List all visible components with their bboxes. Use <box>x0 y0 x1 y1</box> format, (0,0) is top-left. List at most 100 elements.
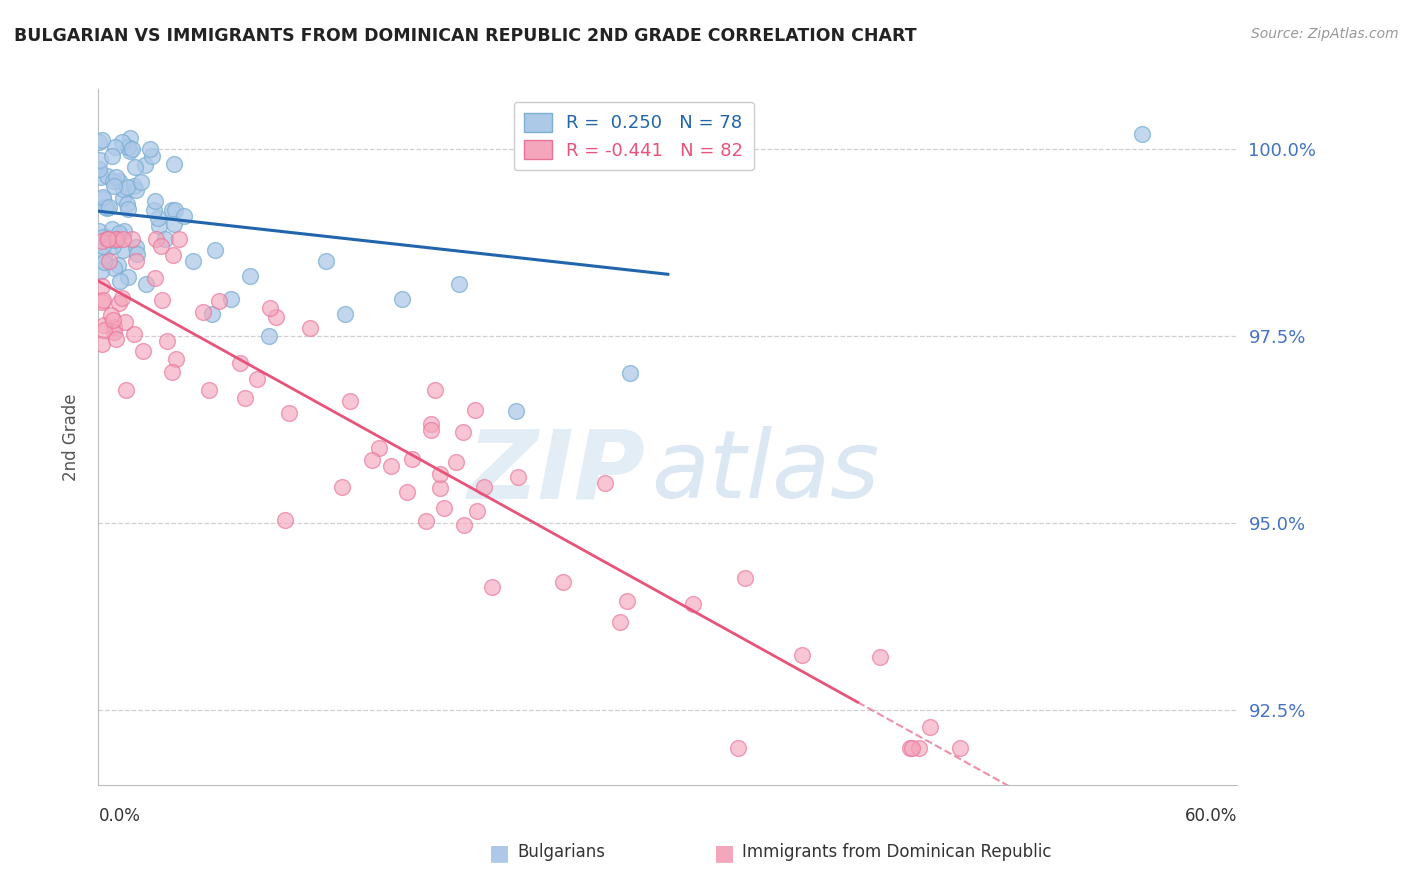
Point <box>163 157 186 171</box>
Text: Source: ZipAtlas.com: Source: ZipAtlas.com <box>1251 27 1399 41</box>
Point <box>429 481 451 495</box>
Point <box>100 308 122 322</box>
Point <box>96 229 118 244</box>
Point <box>89 135 111 149</box>
Point <box>505 404 527 418</box>
Point <box>201 307 224 321</box>
Text: ZIP: ZIP <box>467 425 645 518</box>
Point <box>453 425 475 440</box>
Point <box>429 467 451 482</box>
Point <box>104 140 127 154</box>
Text: ■: ■ <box>489 843 509 863</box>
Point <box>339 394 361 409</box>
Point <box>259 329 281 343</box>
Point <box>145 271 167 285</box>
Point <box>112 232 135 246</box>
Point <box>165 352 187 367</box>
Point <box>135 277 157 291</box>
Point <box>117 140 139 154</box>
Text: Immigrants from Dominican Republic: Immigrants from Dominican Republic <box>742 843 1052 861</box>
Point <box>118 131 141 145</box>
Point <box>727 740 749 755</box>
Point <box>91 190 114 204</box>
Point <box>91 234 114 248</box>
Point <box>89 161 111 176</box>
Point <box>134 158 156 172</box>
Point <box>91 230 114 244</box>
Point <box>105 232 128 246</box>
Point <box>198 383 221 397</box>
Point <box>595 476 617 491</box>
Point <box>391 292 413 306</box>
Point <box>790 648 813 662</box>
Point <box>619 367 641 381</box>
Point <box>97 232 120 246</box>
Point <box>278 406 301 420</box>
Point <box>125 183 148 197</box>
Point <box>91 295 114 310</box>
Point <box>125 240 148 254</box>
Point <box>103 320 125 334</box>
Point <box>115 179 138 194</box>
Point <box>90 264 112 278</box>
Point <box>472 479 495 493</box>
Point <box>101 173 124 187</box>
Point <box>101 239 124 253</box>
Point <box>94 200 117 214</box>
Point <box>91 337 114 351</box>
Point <box>949 740 972 755</box>
Point <box>315 254 337 268</box>
Point <box>330 480 353 494</box>
Text: 60.0%: 60.0% <box>1185 807 1237 825</box>
Point <box>121 232 143 246</box>
Point <box>299 320 322 334</box>
Point <box>208 294 231 309</box>
Point <box>162 248 184 262</box>
Point <box>464 403 486 417</box>
Point <box>444 455 467 469</box>
Point <box>734 571 756 585</box>
Text: 0.0%: 0.0% <box>98 807 141 825</box>
Point <box>124 326 146 341</box>
Point <box>150 293 173 308</box>
Point <box>114 315 136 329</box>
Point <box>162 202 184 217</box>
Point <box>145 194 167 209</box>
Point <box>447 277 470 291</box>
Point <box>103 325 125 339</box>
Point <box>108 274 131 288</box>
Point <box>169 232 191 246</box>
Point <box>193 304 215 318</box>
Point <box>108 295 131 310</box>
Point <box>141 149 163 163</box>
Point <box>465 503 488 517</box>
Point <box>96 202 118 216</box>
Point <box>115 197 138 211</box>
Point <box>111 191 134 205</box>
Point <box>415 514 437 528</box>
Point <box>367 442 389 456</box>
Point <box>335 307 357 321</box>
Point <box>229 356 252 370</box>
Point <box>108 174 131 188</box>
Point <box>273 513 295 527</box>
Point <box>898 740 921 755</box>
Point <box>105 232 128 246</box>
Point <box>163 202 186 217</box>
Point <box>114 383 136 397</box>
Point <box>117 202 139 216</box>
Point <box>425 383 447 397</box>
Point <box>104 332 127 346</box>
Point <box>259 301 281 316</box>
Point <box>96 169 118 183</box>
Point <box>93 318 115 332</box>
Y-axis label: 2nd Grade: 2nd Grade <box>62 393 80 481</box>
Point <box>419 423 441 437</box>
Point <box>132 343 155 358</box>
Point <box>89 224 111 238</box>
Point <box>142 203 165 218</box>
Point <box>920 720 942 734</box>
Point <box>420 417 443 432</box>
Point <box>89 153 111 167</box>
Point <box>239 269 262 284</box>
